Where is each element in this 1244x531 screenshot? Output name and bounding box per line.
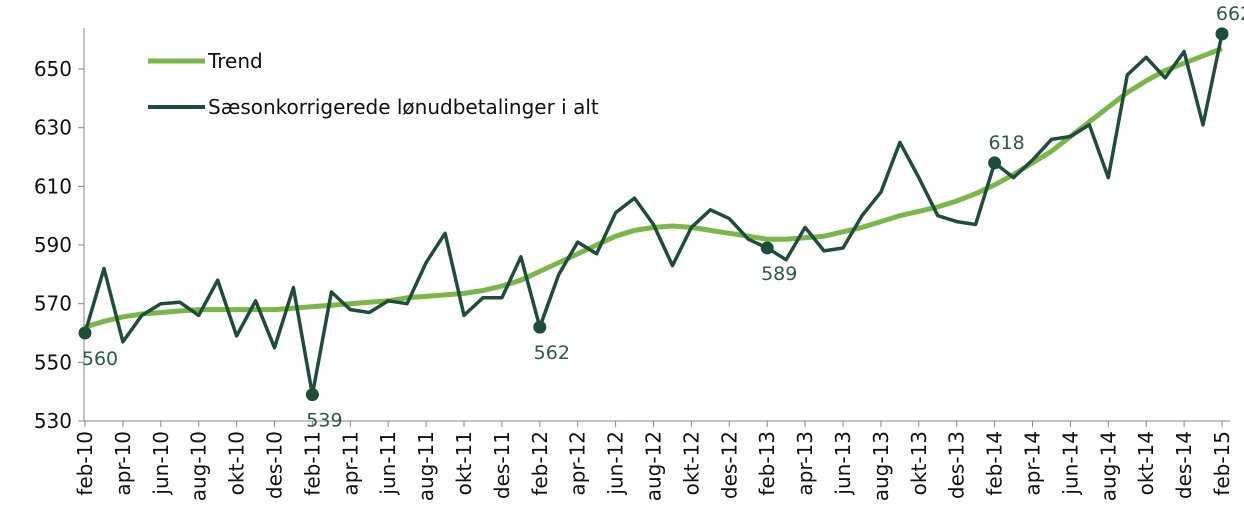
x-tick-label: aug-12 (642, 431, 666, 501)
x-tick-label: des-13 (945, 431, 969, 499)
x-tick-label: okt-13 (907, 431, 931, 495)
y-tick-label: 550 (34, 350, 72, 374)
x-tick-label: okt-10 (225, 431, 249, 495)
x-tick-label: jun-11 (376, 431, 400, 496)
data-point (305, 388, 319, 402)
data-label: 662 (1216, 3, 1244, 25)
series-line (84, 46, 1223, 330)
y-tick-label: 530 (34, 409, 72, 433)
x-tick-label: des-11 (490, 431, 514, 499)
data-point (1215, 27, 1229, 41)
x-tick-label: aug-10 (187, 431, 211, 501)
y-tick-label: 610 (34, 174, 72, 198)
data-point (760, 241, 774, 255)
legend-label: Sæsonkorrigerede lønudbetalinger i alt (208, 95, 599, 119)
data-label: 539 (306, 410, 342, 432)
series-line (83, 33, 1224, 397)
x-tick-label: feb-13 (755, 431, 779, 496)
y-tick-label: 650 (34, 57, 72, 81)
data-point (533, 320, 547, 334)
data-label: 562 (534, 342, 570, 364)
x-tick-label: apr-13 (793, 431, 817, 496)
x-tick-label: feb-14 (983, 431, 1007, 496)
x-tick-label: jun-14 (1058, 431, 1082, 496)
y-tick-label: 570 (34, 292, 72, 316)
x-tick-label: aug-11 (414, 431, 438, 501)
data-label: 560 (82, 348, 118, 370)
x-tick-label: des-12 (717, 431, 741, 499)
x-tick-label: feb-12 (528, 431, 552, 496)
x-tick-label: aug-14 (1096, 431, 1120, 501)
x-tick-label: okt-12 (679, 431, 703, 495)
x-tick-label: okt-11 (452, 431, 476, 495)
x-tick-label: feb-15 (1210, 431, 1234, 496)
x-tick-label: apr-12 (566, 431, 590, 496)
x-tick-label: feb-11 (300, 431, 324, 496)
x-tick-label: des-14 (1172, 431, 1196, 499)
x-tick-label: okt-14 (1134, 431, 1158, 495)
data-point (78, 326, 92, 340)
x-tick-label: apr-14 (1021, 431, 1045, 496)
y-tick-label: 630 (34, 116, 72, 140)
data-label: 589 (761, 263, 797, 285)
x-tick-label: jun-10 (149, 431, 173, 496)
x-tick-label: jun-13 (831, 431, 855, 496)
x-tick-label: feb-10 (73, 431, 97, 496)
x-tick-label: aug-13 (869, 431, 893, 501)
x-tick-label: jun-12 (604, 431, 628, 496)
x-tick-label: apr-10 (111, 431, 135, 496)
x-tick-label: apr-11 (338, 431, 362, 496)
data-label: 618 (988, 132, 1024, 154)
y-tick-label: 590 (34, 233, 72, 257)
legend-label: Trend (207, 49, 263, 73)
data-point (988, 156, 1002, 170)
x-tick-label: des-10 (263, 431, 287, 499)
